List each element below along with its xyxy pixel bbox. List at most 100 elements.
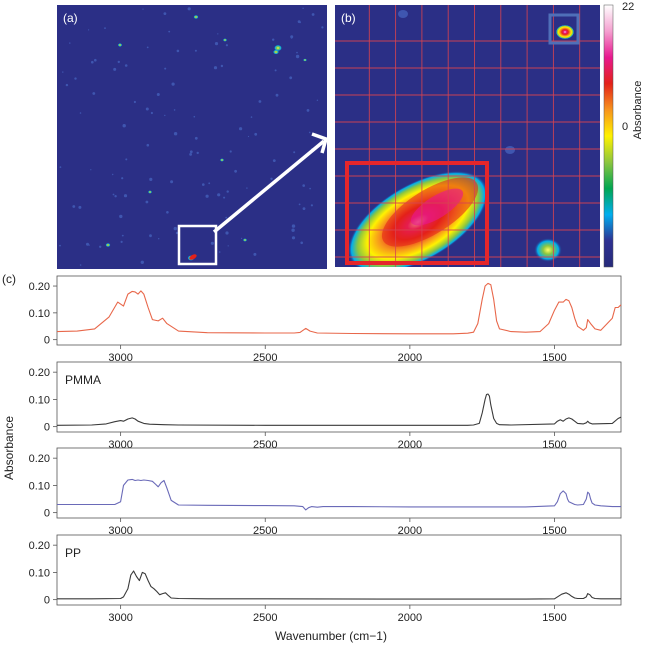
panel-a-speck [208, 182, 211, 185]
panel-a-speck [253, 252, 257, 256]
panel-a-speck [311, 13, 315, 16]
panel-a-speck [175, 231, 179, 235]
x-tick-label: 2500 [253, 439, 277, 451]
panel-a-particle [243, 238, 247, 242]
y-tick-label: 0.10 [29, 394, 50, 406]
panel-b-heatmap [347, 10, 574, 267]
panel-a-hot-particle [189, 254, 197, 260]
panel-a: (a) [57, 5, 327, 269]
panel-a-speck [62, 71, 64, 73]
x-axis-title: Wavenumber (cm−1) [275, 629, 387, 643]
panel-a-speck [187, 7, 191, 11]
panel-a-particle [223, 38, 227, 42]
panel-a-speck [112, 173, 114, 176]
panel-a-speck [302, 184, 306, 187]
panel-a-speck [225, 216, 228, 219]
panel-a-speck [156, 93, 160, 96]
panel-a-speck [275, 93, 279, 97]
spectrum-line-1 [56, 282, 622, 335]
panel-a-speck [166, 211, 169, 214]
y-axis-title: Absorbance [2, 416, 16, 480]
y-tick-label: 0.20 [29, 453, 50, 465]
panel-a-speck [133, 100, 136, 104]
panel-a-speck [234, 169, 238, 173]
panel-a-zoom-box [177, 224, 218, 266]
panel-a-speck [227, 245, 229, 247]
panel-a-speck [272, 159, 276, 163]
panel-a-speck [189, 150, 193, 154]
panel-a-speck [158, 238, 160, 240]
y-tick-label: 0.20 [29, 367, 50, 379]
panel-a-speck [90, 169, 92, 171]
panel-a-speck [229, 150, 232, 153]
x-tick-label: 2000 [398, 439, 422, 451]
panel-a-speck [297, 20, 301, 23]
panel-a-speck [104, 27, 106, 29]
spectrum-frame [56, 447, 622, 519]
panel-a-particle [273, 49, 279, 55]
panel-a-speck [272, 38, 275, 41]
spectrum-panel-3: 0.20 0.10 0 3000 2500 2000 1500 [29, 447, 622, 537]
panel-a-speck [290, 37, 293, 39]
panel-a-speck [250, 116, 253, 118]
panel-a-speck [170, 180, 174, 184]
panel-a-speck [298, 203, 301, 206]
x-tick-label: 2000 [398, 525, 422, 537]
panel-a-image [57, 5, 327, 269]
panel-a-speck [145, 200, 149, 204]
panel-b-label: (b) [341, 11, 356, 25]
panel-a-speck [239, 127, 243, 131]
panel-a-particles [59, 7, 324, 266]
panel-a-speck [194, 49, 197, 52]
panel-a-speck [121, 177, 124, 180]
panel-a-particle [148, 190, 152, 194]
panel-a-particle [274, 44, 282, 52]
panel-a-speck [291, 236, 296, 240]
colorbar-max-label: 22 [622, 1, 634, 13]
x-tick-label: 1500 [542, 612, 566, 624]
zoom-arrow [212, 132, 329, 234]
x-tick-label: 2500 [253, 612, 277, 624]
panel-a-speck [74, 77, 77, 80]
panel-a-speck [69, 42, 71, 44]
panel-a-speck [176, 49, 180, 53]
panel-a-speck [86, 242, 89, 246]
panel-a-particle [105, 243, 111, 247]
spectrum-panel-4: 0.20 0.10 0 3000 2500 2000 1500 PP [29, 534, 622, 624]
panel-a-speck [291, 228, 295, 232]
x-tick-label: 3000 [108, 612, 132, 624]
panel-a-particle [117, 43, 123, 47]
panel-a-speck [291, 224, 296, 228]
panel-a-speck [59, 166, 62, 169]
panel-a-speck [321, 26, 324, 29]
panel-a-speck [213, 66, 218, 70]
panel-a-speck [217, 193, 221, 197]
panel-a-speck [247, 135, 250, 138]
panel-a-speck [254, 132, 258, 136]
panel-a-speck [65, 83, 69, 87]
panel-a-speck [112, 193, 115, 196]
panel-a-speck [72, 205, 76, 208]
spectrum-frame [56, 361, 622, 433]
panel-a-speck [223, 196, 226, 199]
panel-a-speck [113, 67, 117, 71]
panel-a-speck [210, 241, 214, 245]
panel-a-particle [220, 158, 224, 162]
panel-a-speck [220, 64, 224, 68]
panel-a-speck [310, 204, 313, 207]
panel-a-speck [94, 58, 97, 62]
panel-a-speck [309, 187, 311, 190]
panel-a-speck [119, 214, 123, 219]
y-tick-label: 0.20 [29, 540, 50, 552]
panel-a-speck [296, 51, 298, 54]
panel-a-speck [120, 240, 123, 243]
colorbar-bar [603, 4, 614, 268]
panel-a-speck [163, 12, 167, 16]
panel-a-speck [194, 136, 198, 140]
panel-a-speck [214, 42, 219, 46]
x-tick-label: 1500 [542, 525, 566, 537]
panel-a-speck [205, 194, 209, 198]
spectrum-frame [56, 275, 622, 346]
spectrum-panel-1: 0.20 0.10 0 3000 2500 2000 1500 [29, 275, 622, 364]
